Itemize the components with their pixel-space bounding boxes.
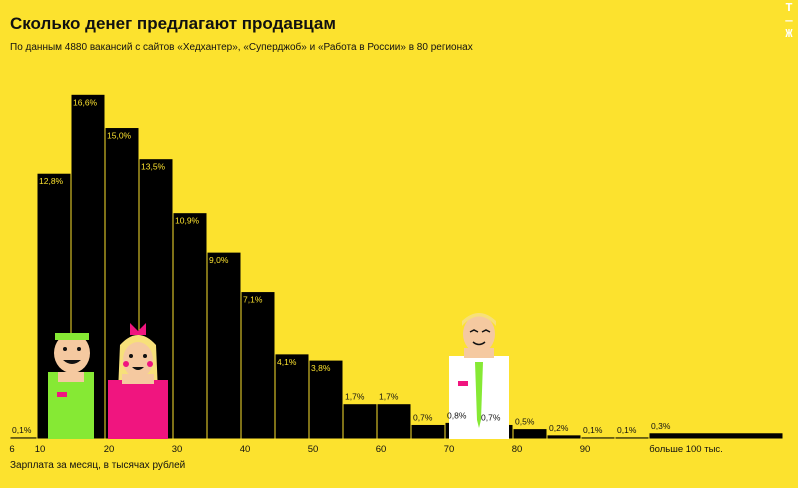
x-tick-label: 30 — [172, 444, 183, 455]
tzh-logo: Т—Ж — [785, 1, 793, 41]
bar — [614, 436, 650, 440]
bar — [206, 251, 242, 440]
chart-title: Сколько денег предлагают продавцам — [10, 14, 336, 33]
bar-value-label: 4,1% — [277, 357, 297, 367]
chart-subtitle: По данным 4880 вакансий с сайтов «Хедхан… — [10, 42, 473, 53]
x-tick-label: 40 — [240, 444, 251, 455]
value-labels-group: 0,1% 12,8% 16,6% 15,0% 13,5% 10,9% 9,0% 7,1% 4,1… — [12, 97, 671, 435]
bar — [648, 432, 784, 440]
bars-group — [9, 93, 784, 440]
bar-value-label: 3,8% — [311, 363, 331, 373]
bar — [9, 436, 38, 440]
bar-value-label: 1,7% — [345, 392, 365, 402]
x-tick-label: 60 — [376, 444, 387, 455]
x-tick-label: больше 100 тыс. — [649, 444, 723, 455]
x-tick-label: 10 — [35, 444, 46, 455]
bar — [376, 403, 412, 440]
x-tick-label: 90 — [580, 444, 591, 455]
bar — [342, 403, 378, 440]
bar-value-label: 0,7% — [413, 412, 433, 422]
bar — [172, 212, 208, 440]
bar-value-label: 0,1% — [12, 425, 32, 435]
x-tick-label: 70 — [444, 444, 455, 455]
bar-value-label: 9,0% — [209, 255, 229, 265]
x-tick-label: 80 — [512, 444, 523, 455]
manager-icon — [449, 313, 509, 439]
illustrations-group — [48, 313, 509, 439]
bar — [308, 359, 344, 440]
seller-pink-icon — [108, 323, 168, 439]
bar-value-label: 10,9% — [175, 216, 200, 226]
bar — [546, 434, 582, 440]
x-ticks-group: 6 10 20 30 40 50 60 70 80 90 больше 100 тыс. — [9, 444, 722, 455]
bar — [512, 428, 548, 440]
bar — [274, 353, 310, 440]
x-tick-label: 50 — [308, 444, 319, 455]
bar — [410, 423, 446, 440]
bar-value-label: 0,7% — [481, 412, 501, 422]
x-tick-label: 6 — [9, 444, 14, 455]
bar-value-label: 13,5% — [141, 162, 166, 172]
bar-value-label: 0,8% — [447, 410, 467, 420]
x-tick-label: 20 — [104, 444, 115, 455]
bar-value-label: 12,8% — [39, 176, 64, 186]
bar — [240, 291, 276, 440]
bar — [580, 436, 616, 440]
bar-value-label: 0,2% — [549, 423, 569, 433]
bar-value-label: 15,0% — [107, 131, 132, 141]
x-axis-label: Зарплата за месяц, в тысячах рублей — [10, 460, 186, 471]
bar-value-label: 0,1% — [583, 425, 603, 435]
bar-value-label: 0,3% — [651, 421, 671, 431]
bar-value-label: 7,1% — [243, 295, 263, 305]
bar-value-label: 0,1% — [617, 425, 637, 435]
bar-value-label: 1,7% — [379, 392, 399, 402]
bar-value-label: 0,5% — [515, 417, 535, 427]
bar-value-label: 16,6% — [73, 97, 98, 107]
seller-green-icon — [48, 333, 94, 439]
